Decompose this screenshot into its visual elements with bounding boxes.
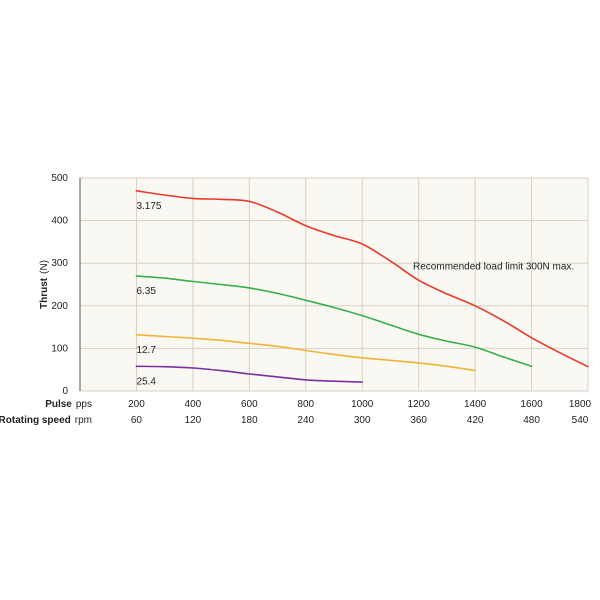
y-tick-label: 100 — [51, 343, 68, 354]
x-tick-label-row1: 60 — [131, 415, 143, 426]
series-line-12-7 — [135, 334, 476, 372]
y-axis-unit: (N) — [39, 260, 50, 274]
series-line-6-35 — [135, 275, 533, 368]
x-tick-label-row0: 400 — [185, 399, 202, 410]
series-line-3-175 — [135, 190, 589, 368]
x-tick-label-row0: 1000 — [351, 399, 374, 410]
x-tick-label-row1: 120 — [185, 415, 202, 426]
series-label-12-7: 12.7 — [136, 345, 156, 356]
x-tick-label-row1: 420 — [467, 415, 484, 426]
x-tick-label-row1: 300 — [354, 415, 371, 426]
x-row-label: Rotating speed — [0, 415, 71, 426]
x-tick-label-row0: 1600 — [520, 399, 543, 410]
series-label-25-4: 25.4 — [136, 376, 156, 387]
x-row-unit: rpm — [75, 415, 92, 426]
y-axis-title: Thrust (N) — [39, 260, 50, 309]
x-tick-label-row1: 240 — [297, 415, 314, 426]
x-row-label: Pulse — [45, 399, 72, 410]
plot-area — [79, 177, 589, 392]
x-tick-label-row1: 480 — [523, 415, 540, 426]
x-tick-label-row0: 600 — [241, 399, 258, 410]
y-axis-label: Thrust — [39, 277, 50, 309]
x-row-title-1: Rotating speed rpm — [0, 415, 92, 426]
x-tick-label-row1: 540 — [572, 415, 589, 426]
axes: 0 100 200 300 400 500 Thrust (N) Pulse pps 200 400 6… — [0, 173, 592, 426]
series-label-3-175: 3.175 — [136, 201, 161, 212]
y-tick-label: 300 — [51, 258, 68, 269]
x-tick-label-row0: 1800 — [569, 399, 592, 410]
grid — [80, 177, 589, 392]
series-lines — [135, 190, 589, 383]
x-tick-label-row0: 200 — [128, 399, 145, 410]
x-tick-label-row1: 180 — [241, 415, 258, 426]
y-tick-label: 400 — [51, 216, 68, 227]
x-tick-label-row0: 1400 — [464, 399, 487, 410]
x-tick-label-row0: 800 — [297, 399, 314, 410]
series-labels: 3.175 6.35 12.7 25.4 — [136, 201, 161, 388]
x-row-title-0: Pulse pps — [45, 399, 92, 410]
y-tick-label: 200 — [51, 301, 68, 312]
series-line-25-4 — [135, 365, 363, 383]
annotations: Recommended load limit 300N max. — [413, 262, 574, 273]
x-tick-label-row0: 1200 — [408, 399, 431, 410]
annotation-load-limit: Recommended load limit 300N max. — [413, 262, 574, 273]
y-tick-label: 500 — [51, 173, 68, 184]
x-row-unit: pps — [76, 399, 92, 410]
y-tick-label: 0 — [62, 386, 68, 397]
series-label-6-35: 6.35 — [136, 286, 156, 297]
x-tick-label-row1: 360 — [410, 415, 427, 426]
